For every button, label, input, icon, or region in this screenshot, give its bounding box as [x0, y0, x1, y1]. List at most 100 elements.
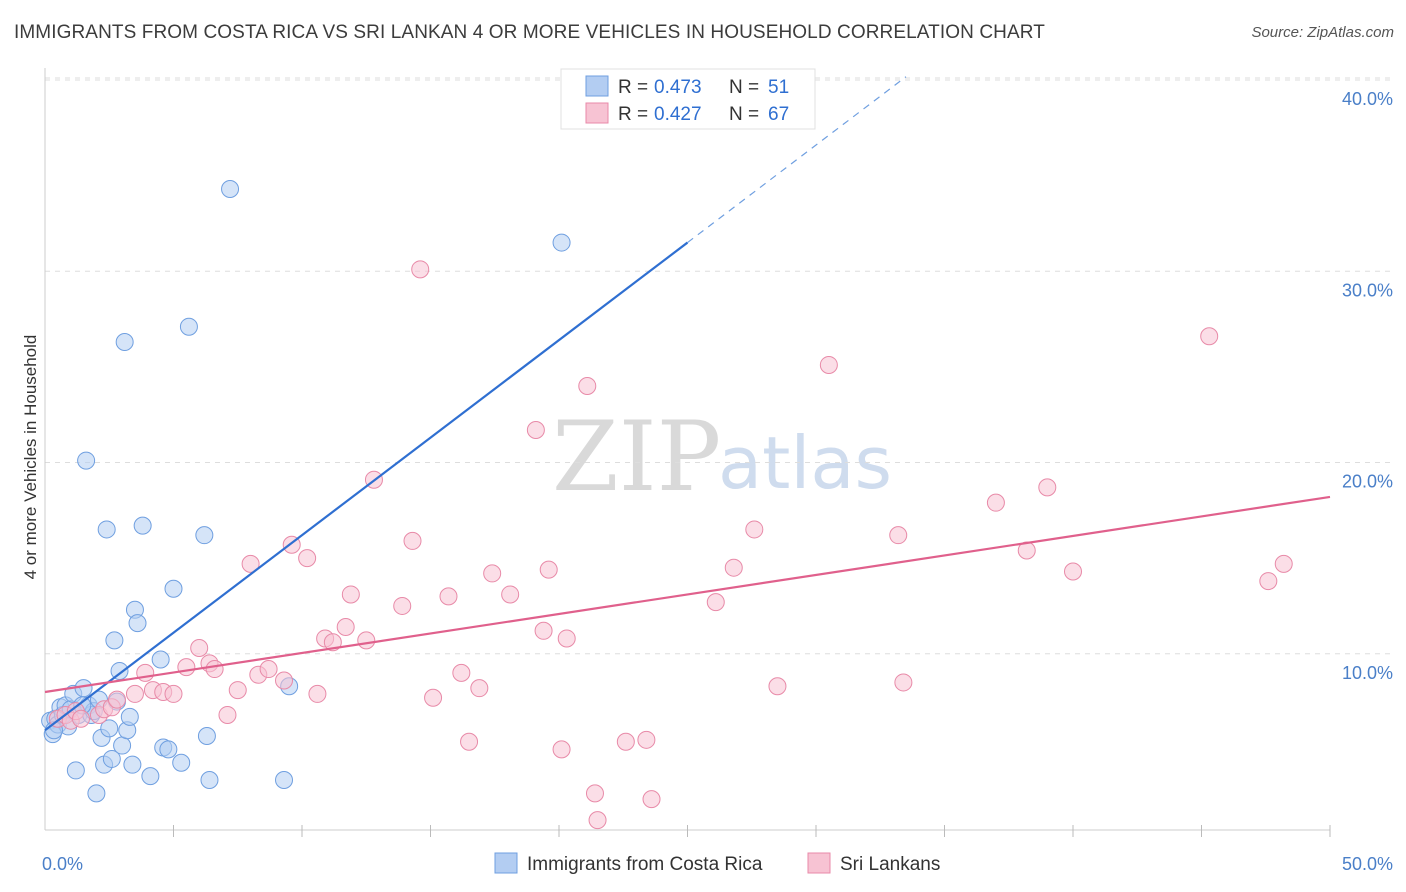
bottom-legend-label-sri-lankans: Sri Lankans: [840, 854, 940, 875]
costa-rica-point-40: [172, 753, 191, 772]
series-sri-lankans-points: [48, 260, 1293, 830]
stats-legend: R = 0.473 N = 51 R = 0.427 N = 67: [560, 68, 816, 130]
costa-rica-point-46: [275, 770, 294, 789]
costa-rica-point-27: [113, 736, 132, 755]
sri-lankans-point-61: [986, 493, 1005, 512]
sri-lankans-point-66: [1259, 572, 1278, 591]
costa-rica-point-41: [179, 317, 198, 336]
sri-lankans-point-44: [534, 621, 553, 640]
sri-lankans-point-43: [526, 420, 545, 439]
trend-line-sri-lankans: [44, 495, 1331, 694]
costa-rica-point-44: [200, 770, 219, 789]
chart-title: IMMIGRANTS FROM COSTA RICA VS SRI LANKAN…: [14, 22, 1045, 43]
costa-rica-point-33: [128, 614, 147, 633]
watermark-zip: ZIP: [552, 401, 721, 513]
costa-rica-point-24: [105, 631, 124, 650]
sri-lankans-point-25: [298, 549, 317, 568]
costa-rica-point-43: [197, 726, 216, 745]
series-costa-rica-points: [41, 180, 571, 803]
sri-lankans-point-35: [411, 260, 430, 279]
legend-n-value-2: 67: [768, 104, 789, 125]
sri-lankans-point-53: [642, 790, 661, 809]
costa-rica-point-45: [221, 180, 240, 199]
sri-lankans-point-54: [706, 593, 725, 612]
costa-rica-point-34: [133, 516, 152, 535]
legend-r-value-2: 0.427: [654, 104, 702, 125]
bottom-legend-swatch-costa-rica: [494, 852, 518, 874]
costa-rica-point-35: [141, 767, 160, 786]
sri-lankans-point-10: [136, 663, 155, 682]
costa-rica-point-48: [552, 233, 571, 252]
x-tick-label-0: 0.0%: [42, 854, 83, 874]
source-label: Source: ZipAtlas.com: [1251, 24, 1394, 41]
sri-lankans-point-8: [107, 690, 126, 709]
costa-rica-point-23: [102, 749, 121, 768]
sri-lankans-point-52: [637, 730, 656, 749]
sri-lankans-point-22: [259, 660, 278, 679]
sri-lankans-point-9: [125, 684, 144, 703]
sri-lankans-point-67: [1274, 554, 1293, 573]
legend-n-label-1: N =: [729, 77, 759, 98]
y-tick-label-40: 40.0%: [1342, 89, 1393, 109]
sri-lankans-point-48: [578, 377, 597, 395]
costa-rica-point-26: [110, 661, 129, 680]
sri-lankans-point-34: [403, 531, 422, 550]
costa-rica-point-31: [123, 755, 142, 774]
costa-rica-point-22: [100, 719, 119, 738]
trend-line-costa-rica: [44, 241, 689, 732]
y-tick-label-30: 30.0%: [1342, 280, 1393, 300]
bottom-legend-swatch-sri-lankans: [807, 852, 831, 874]
sri-lankans-point-19: [228, 681, 247, 700]
sri-lankans-point-41: [483, 564, 502, 583]
legend-n-value-1: 51: [768, 77, 789, 98]
costa-rica-point-21: [97, 520, 116, 539]
sri-lankans-point-15: [190, 639, 209, 658]
legend-r-label-1: R =: [618, 77, 648, 98]
costa-rica-point-10: [66, 761, 85, 780]
legend-n-label-2: N =: [729, 104, 759, 125]
x-tick-label-50: 50.0%: [1342, 854, 1393, 874]
sri-lankans-point-63: [1038, 478, 1057, 497]
sri-lankans-point-40: [470, 679, 489, 698]
sri-lankans-point-64: [1064, 562, 1082, 581]
y-tick-label-10: 10.0%: [1342, 663, 1393, 683]
sri-lankans-point-33: [393, 596, 412, 615]
legend-swatch-blue: [585, 75, 609, 97]
sri-lankans-point-45: [539, 560, 558, 579]
sri-lankans-point-17: [205, 660, 224, 679]
sri-lankans-point-20: [241, 554, 260, 573]
sri-lankans-point-4: [71, 709, 90, 728]
sri-lankans-point-60: [894, 673, 913, 692]
sri-lankans-point-58: [819, 355, 838, 374]
sri-lankans-point-30: [341, 585, 360, 604]
costa-rica-point-12: [74, 679, 93, 698]
costa-rica-point-38: [159, 740, 178, 759]
sri-lankans-point-38: [452, 663, 471, 682]
sri-lankans-point-23: [275, 671, 294, 690]
y-axis-label: 4 or more Vehicles in Household: [21, 335, 40, 580]
costa-rica-point-42: [195, 526, 214, 545]
sri-lankans-point-14: [177, 658, 196, 677]
sri-lankans-point-56: [745, 520, 764, 539]
sri-lankans-point-36: [424, 688, 443, 707]
sri-lankans-point-49: [585, 784, 604, 803]
sri-lankans-point-28: [323, 633, 342, 652]
sri-lankans-point-37: [439, 587, 458, 606]
y-tick-label-20: 20.0%: [1342, 472, 1393, 492]
sri-lankans-point-18: [218, 705, 237, 724]
costa-rica-point-39: [164, 579, 183, 598]
trend-line-costa-rica-extension: [687, 76, 907, 244]
sri-lankans-point-59: [889, 526, 908, 545]
sri-lankans-point-65: [1200, 327, 1219, 346]
sri-lankans-point-47: [557, 629, 576, 648]
costa-rica-point-30: [120, 707, 139, 726]
tick-labels: 10.0% 20.0% 30.0% 40.0% 0.0% 50.0%: [42, 89, 1393, 874]
sri-lankans-point-50: [588, 811, 607, 830]
bottom-legend-label-costa-rica: Immigrants from Costa Rica: [527, 854, 763, 875]
sri-lankans-point-51: [616, 732, 635, 751]
sri-lankans-point-29: [336, 617, 355, 636]
legend-r-value-1: 0.473: [654, 77, 702, 98]
axes: [44, 68, 1331, 837]
costa-rica-point-13: [77, 451, 96, 470]
